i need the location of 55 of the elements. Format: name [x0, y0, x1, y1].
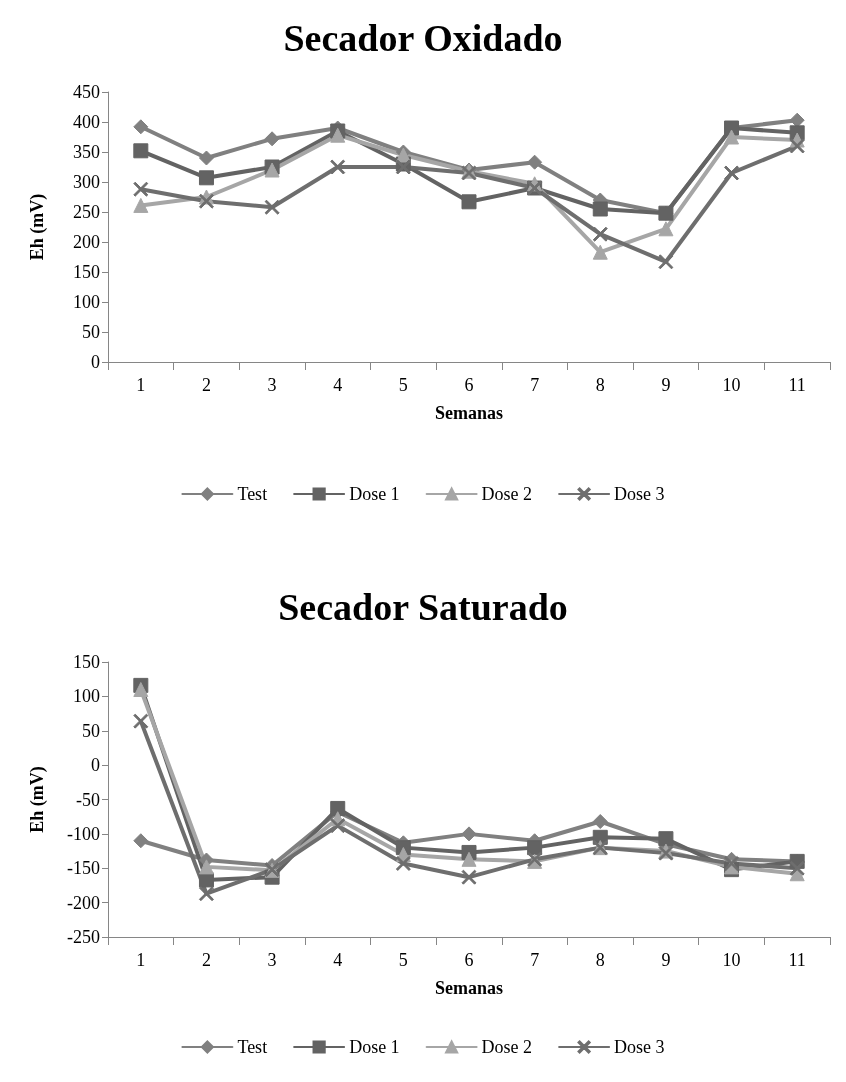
y-tick-label: 50 [82, 720, 100, 741]
y-tick-label: 400 [73, 112, 100, 132]
x-tick-label: 3 [267, 950, 277, 970]
x-tick-label: 9 [661, 375, 671, 395]
legend-label: Dose 2 [481, 1037, 533, 1057]
y-tick-label: 50 [82, 322, 100, 342]
y-axis-title: Eh (mV) [27, 193, 48, 261]
x-axis-title: Semanas [434, 978, 504, 998]
y-tick-label: -50 [76, 789, 100, 810]
legend-label: Dose 1 [349, 1037, 400, 1057]
chart-title: Secador Oxidado [283, 17, 563, 59]
y-tick-label: -250 [67, 927, 100, 947]
legend-label: Dose 1 [349, 484, 400, 504]
x-tick-label: 8 [595, 950, 605, 970]
x-tick-label: 2 [201, 375, 211, 395]
legend-label: Dose 3 [614, 484, 665, 504]
y-tick-label: -150 [67, 858, 100, 879]
y-tick-label: 250 [73, 202, 100, 222]
x-tick-label: 5 [398, 375, 408, 395]
legend-label: Dose 2 [481, 484, 533, 504]
x-tick-label: 5 [398, 950, 408, 970]
x-tick-label: 8 [595, 375, 605, 395]
y-tick-label: 0 [91, 755, 100, 776]
x-tick-label: 10 [722, 950, 741, 970]
x-tick-label: 2 [201, 950, 211, 970]
x-tick-label: 7 [530, 375, 540, 395]
x-tick-label: 7 [530, 950, 540, 970]
x-tick-label: 4 [333, 950, 343, 970]
x-tick-label: 1 [136, 375, 146, 395]
x-axis-title: Semanas [434, 403, 504, 423]
x-tick-label: 6 [464, 375, 474, 395]
x-tick-label: 4 [333, 375, 343, 395]
y-tick-label: 350 [73, 142, 100, 162]
y-tick-label: 200 [73, 232, 100, 252]
y-tick-label: -200 [67, 892, 100, 913]
y-tick-label: 100 [73, 292, 100, 312]
x-tick-label: 6 [464, 950, 474, 970]
y-tick-label: 300 [73, 172, 100, 192]
x-tick-label: 9 [661, 950, 671, 970]
y-tick-label: 0 [91, 352, 100, 372]
x-tick-label: 10 [722, 375, 741, 395]
x-tick-label: 11 [788, 950, 806, 970]
y-tick-label: 150 [73, 262, 100, 282]
y-tick-label: 450 [73, 82, 100, 102]
legend-label: Dose 3 [614, 1037, 665, 1057]
x-tick-label: 3 [267, 375, 277, 395]
legend-label: Test [237, 1037, 268, 1057]
y-axis-title: Eh (mV) [27, 766, 48, 833]
y-tick-label: 100 [73, 686, 100, 707]
y-tick-label: -100 [67, 823, 100, 844]
x-tick-label: 1 [136, 950, 146, 970]
legend-label: Test [237, 484, 268, 504]
x-tick-label: 11 [788, 375, 806, 395]
chart-title: Secador Saturado [278, 586, 568, 628]
y-tick-label: 150 [73, 652, 100, 672]
